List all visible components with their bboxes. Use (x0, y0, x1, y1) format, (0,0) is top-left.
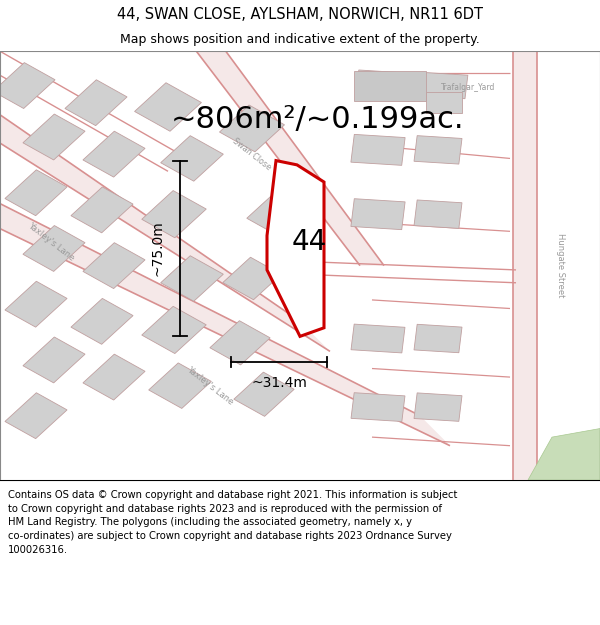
Polygon shape (161, 256, 223, 301)
Polygon shape (149, 363, 211, 408)
Polygon shape (420, 72, 468, 99)
Text: Swan Close: Swan Close (231, 136, 273, 172)
Text: Contains OS data © Crown copyright and database right 2021. This information is : Contains OS data © Crown copyright and d… (8, 490, 457, 554)
Text: ~806m²/~0.199ac.: ~806m²/~0.199ac. (171, 106, 464, 134)
Polygon shape (414, 136, 462, 164)
Text: ~31.4m: ~31.4m (251, 376, 307, 390)
Text: 44: 44 (292, 228, 326, 256)
Polygon shape (351, 324, 405, 353)
Polygon shape (234, 372, 294, 416)
Text: ~75.0m: ~75.0m (151, 221, 165, 276)
Polygon shape (83, 131, 145, 177)
Text: Trafalgar_Yard: Trafalgar_Yard (441, 83, 495, 92)
Polygon shape (5, 170, 67, 216)
Polygon shape (513, 51, 537, 501)
Polygon shape (0, 62, 55, 109)
Polygon shape (0, 189, 450, 446)
Polygon shape (414, 324, 462, 352)
Polygon shape (142, 306, 206, 354)
Polygon shape (0, 94, 330, 351)
Polygon shape (23, 226, 85, 271)
Polygon shape (247, 193, 305, 236)
Polygon shape (83, 242, 145, 289)
Polygon shape (5, 281, 67, 327)
Text: Yaxley's Lane: Yaxley's Lane (185, 365, 235, 406)
Polygon shape (83, 354, 145, 400)
Polygon shape (220, 105, 284, 152)
Polygon shape (134, 82, 202, 131)
Polygon shape (351, 392, 405, 421)
Polygon shape (65, 80, 127, 126)
Polygon shape (351, 134, 405, 166)
Polygon shape (71, 298, 133, 344)
Polygon shape (351, 199, 405, 229)
Text: 44, SWAN CLOSE, AYLSHAM, NORWICH, NR11 6DT: 44, SWAN CLOSE, AYLSHAM, NORWICH, NR11 6… (117, 7, 483, 22)
Polygon shape (142, 191, 206, 238)
Text: Map shows position and indicative extent of the property.: Map shows position and indicative extent… (120, 34, 480, 46)
Polygon shape (414, 393, 462, 421)
Polygon shape (223, 258, 281, 300)
Polygon shape (528, 429, 600, 480)
Text: Yaxley's Lane: Yaxley's Lane (26, 221, 76, 263)
Polygon shape (354, 71, 426, 101)
Polygon shape (355, 70, 413, 101)
Polygon shape (210, 321, 270, 365)
Polygon shape (5, 392, 67, 439)
Polygon shape (161, 136, 223, 181)
Polygon shape (23, 337, 85, 383)
Polygon shape (180, 30, 384, 266)
Polygon shape (23, 114, 85, 160)
Polygon shape (71, 187, 133, 233)
Text: Hungate Street: Hungate Street (557, 233, 566, 298)
Polygon shape (267, 161, 324, 336)
Polygon shape (414, 200, 462, 228)
Polygon shape (426, 92, 462, 113)
